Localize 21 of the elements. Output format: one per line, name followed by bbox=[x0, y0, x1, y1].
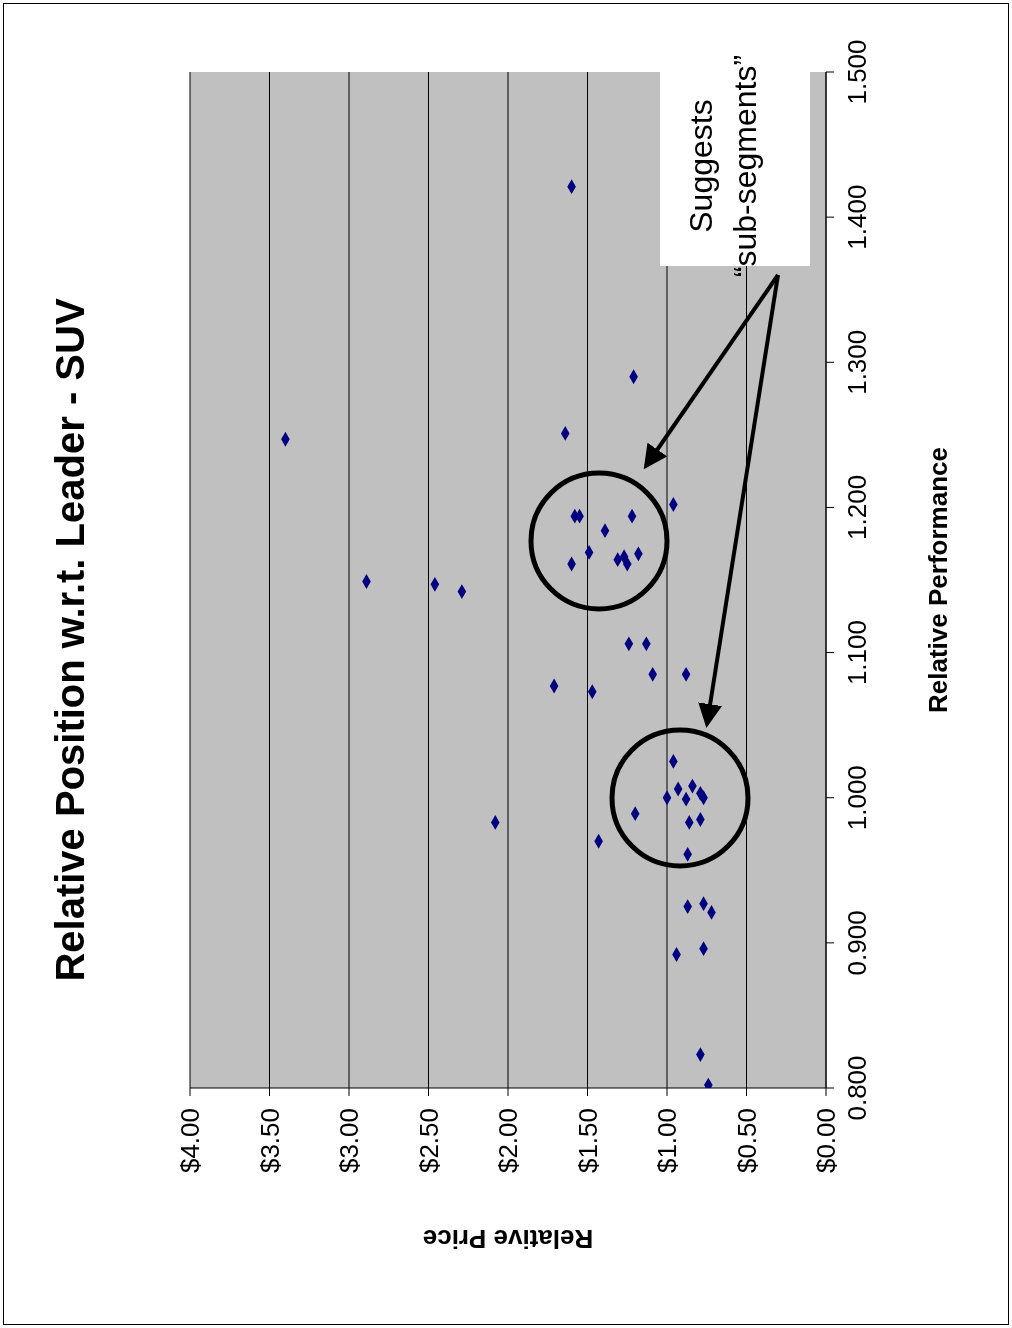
y-tick-label: 0.900 bbox=[842, 910, 872, 976]
x-tick-label: $1.00 bbox=[652, 1108, 683, 1174]
y-tick-label: 1.500 bbox=[842, 39, 872, 105]
x-axis-title: Relative Price bbox=[422, 1224, 594, 1254]
y-tick-label: 1.300 bbox=[842, 329, 872, 395]
x-tick-label: $2.50 bbox=[413, 1108, 444, 1174]
y-axis-title: Relative Performance bbox=[923, 447, 954, 713]
y-tick-label: 1.100 bbox=[842, 620, 872, 686]
annotation: Suggests “sub-segments” bbox=[683, 54, 763, 278]
x-tick-label: $3.00 bbox=[334, 1108, 365, 1174]
x-tick-label: $4.00 bbox=[175, 1108, 206, 1174]
y-tick-label: 0.800 bbox=[842, 1055, 872, 1121]
x-tick-label: $3.50 bbox=[254, 1108, 285, 1174]
text: Relative Position w.r.t. Leader - SUV bbox=[48, 298, 92, 982]
x-tick-label: $2.00 bbox=[493, 1108, 524, 1174]
x-tick-label: $1.50 bbox=[572, 1108, 603, 1174]
y-tick-label: 1.400 bbox=[842, 184, 872, 250]
y-tick-label: 1.200 bbox=[842, 474, 872, 540]
x-tick-label: $0.00 bbox=[811, 1108, 842, 1174]
x-tick-label: $0.50 bbox=[731, 1108, 762, 1174]
y-tick-label: 1.000 bbox=[842, 765, 872, 831]
